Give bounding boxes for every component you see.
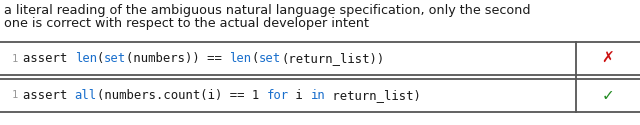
Text: set: set	[104, 52, 126, 65]
Text: (return_list)): (return_list))	[281, 52, 385, 65]
Text: one is correct with respect to the actual developer intent: one is correct with respect to the actua…	[4, 18, 369, 30]
Text: i: i	[289, 89, 310, 102]
Bar	[0, 42, 640, 75]
Text: for: for	[266, 89, 289, 102]
Text: set: set	[259, 52, 281, 65]
Text: all: all	[75, 89, 97, 102]
Text: (: (	[97, 52, 104, 65]
Bar	[0, 79, 640, 112]
Text: in: in	[310, 89, 325, 102]
Text: 1: 1	[12, 54, 18, 64]
Text: (numbers.count(i) == 1: (numbers.count(i) == 1	[97, 89, 266, 102]
Text: a literal reading of the ambiguous natural language specification, only the seco: a literal reading of the ambiguous natur…	[4, 4, 531, 17]
Text: return_list): return_list)	[325, 89, 421, 102]
Text: (numbers)) ==: (numbers)) ==	[126, 52, 230, 65]
Text: 1: 1	[12, 90, 18, 101]
Text: assert: assert	[23, 52, 75, 65]
Text: ✗: ✗	[602, 51, 614, 66]
Text: ✓: ✓	[602, 88, 614, 103]
Text: assert: assert	[23, 89, 75, 102]
Text: len: len	[230, 52, 252, 65]
Text: len: len	[75, 52, 97, 65]
Text: (: (	[252, 52, 259, 65]
